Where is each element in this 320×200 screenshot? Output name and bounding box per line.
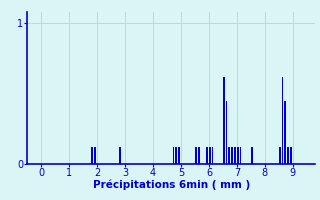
- Bar: [226, 101, 228, 164]
- Bar: [287, 147, 289, 164]
- Bar: [212, 147, 213, 164]
- Bar: [284, 101, 286, 164]
- Bar: [282, 77, 284, 164]
- Bar: [240, 147, 242, 164]
- Bar: [178, 147, 180, 164]
- Bar: [237, 147, 239, 164]
- Bar: [172, 147, 174, 164]
- Bar: [198, 147, 199, 164]
- Bar: [231, 147, 233, 164]
- Bar: [290, 147, 292, 164]
- Bar: [94, 147, 96, 164]
- Bar: [209, 147, 211, 164]
- Bar: [175, 147, 177, 164]
- Bar: [279, 147, 281, 164]
- Bar: [251, 147, 252, 164]
- Bar: [195, 147, 197, 164]
- Bar: [92, 147, 93, 164]
- Bar: [119, 147, 121, 164]
- Bar: [234, 147, 236, 164]
- Bar: [223, 77, 225, 164]
- Bar: [228, 147, 230, 164]
- X-axis label: Précipitations 6min ( mm ): Précipitations 6min ( mm ): [92, 180, 250, 190]
- Bar: [206, 147, 208, 164]
